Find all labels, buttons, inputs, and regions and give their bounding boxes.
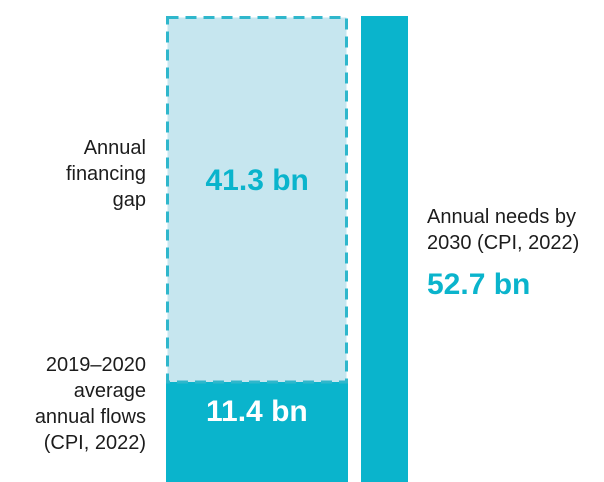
financing-gap-label: Annual financing gap (65, 137, 146, 211)
financing-gap-bar (166, 16, 348, 384)
financing-gap-value: 41.3 bn (205, 164, 309, 197)
annual-flows-value: 11.4 bn (206, 395, 308, 428)
annual-needs-label: Annual needs by 2030 (CPI, 2022) (427, 206, 580, 254)
annual-flows-label: 2019–2020 average annual flows (CPI, 202… (34, 354, 146, 454)
annual-needs-bar (361, 16, 408, 482)
annual-needs-value: 52.7 bn (427, 268, 531, 301)
annual-flows-bar (166, 381, 348, 482)
